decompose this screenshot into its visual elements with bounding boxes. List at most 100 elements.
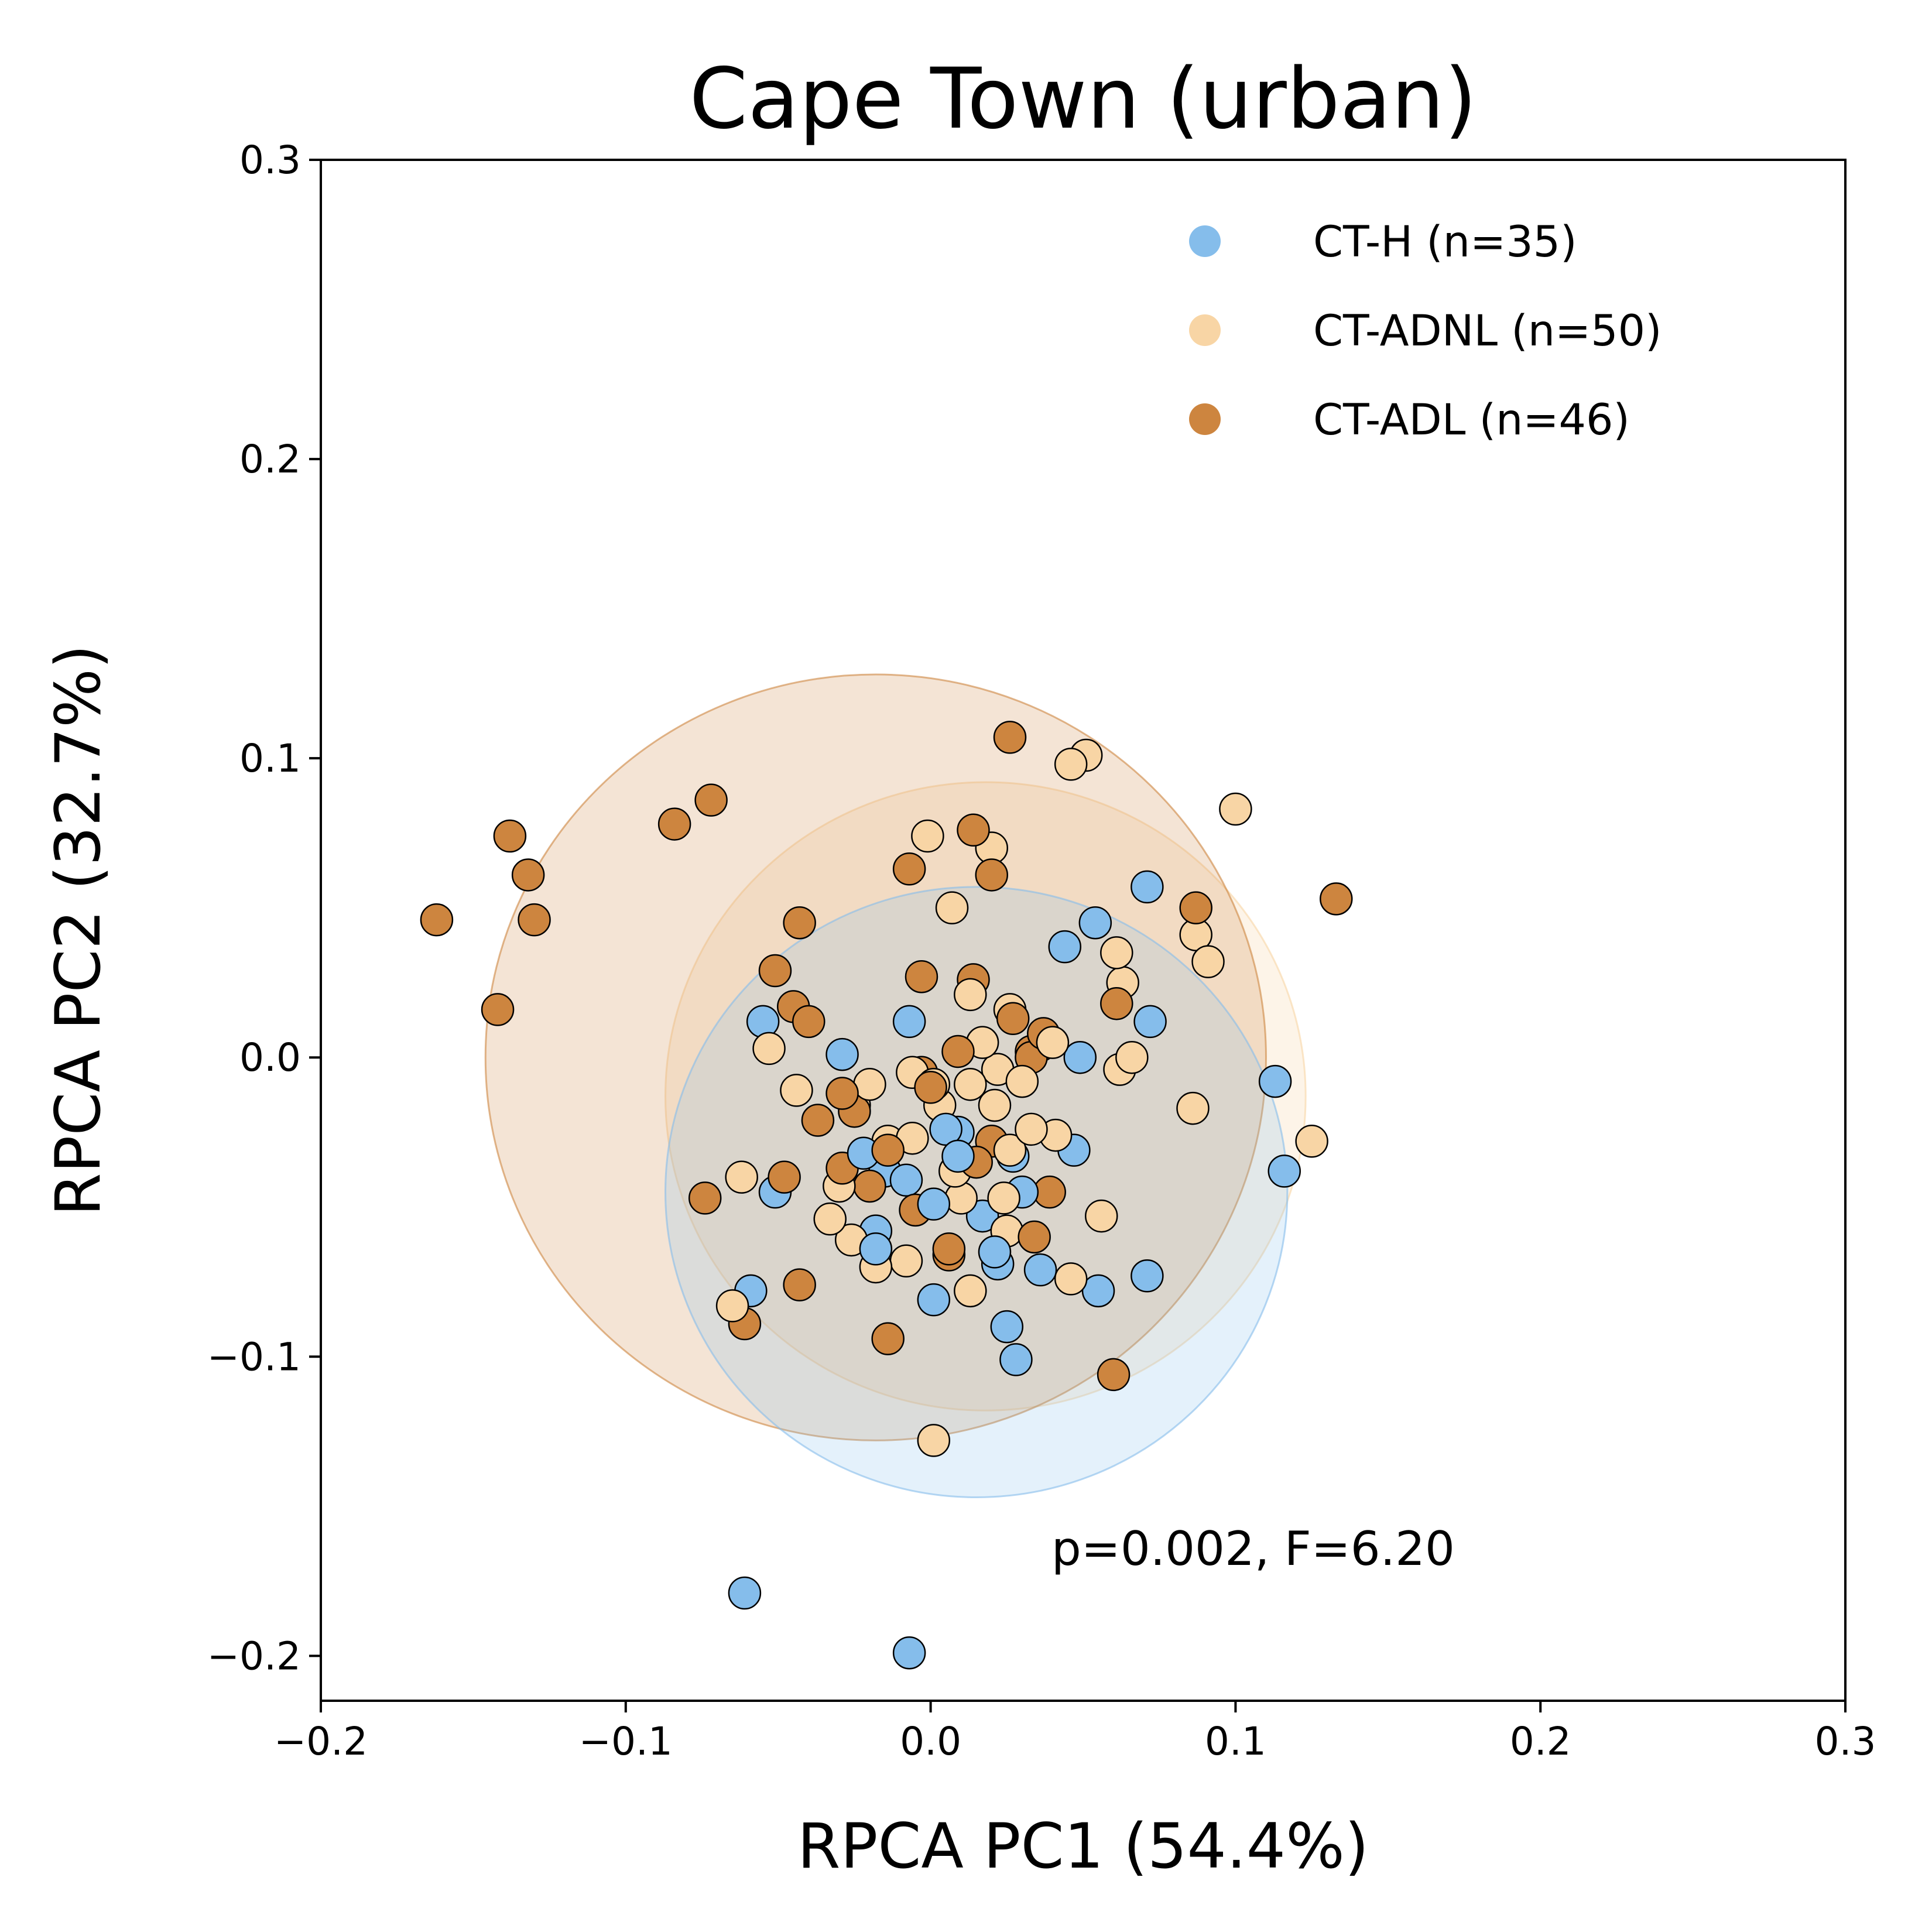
data-point: [975, 858, 1009, 892]
data-point: [1023, 1253, 1057, 1287]
data-point: [993, 1133, 1027, 1167]
data-point: [859, 1232, 893, 1266]
data-point: [954, 1067, 987, 1101]
data-point: [752, 1032, 786, 1066]
legend-marker: [1189, 403, 1221, 435]
data-point: [1131, 1259, 1164, 1293]
data-point: [768, 1160, 801, 1194]
data-point: [1219, 792, 1252, 826]
confidence-ellipse: [484, 673, 1267, 1441]
data-point: [892, 1005, 926, 1039]
data-point: [1054, 1262, 1088, 1296]
data-point: [911, 819, 944, 853]
data-point: [932, 1232, 966, 1266]
data-point: [871, 1133, 905, 1167]
data-point: [694, 783, 728, 817]
chart-title: Cape Town (urban): [689, 50, 1477, 148]
data-point: [1320, 882, 1353, 916]
data-point: [518, 903, 551, 937]
y-axis-label: RPCA PC2 (32.7%): [42, 645, 114, 1216]
data-point: [1131, 870, 1164, 904]
data-point: [892, 1636, 926, 1670]
data-point: [1081, 1274, 1115, 1308]
y-tick-label: −0.2: [207, 1633, 301, 1678]
data-point: [996, 1002, 1030, 1036]
data-point: [813, 1202, 847, 1236]
data-point: [944, 1181, 978, 1215]
data-point: [935, 891, 969, 924]
plot-area: [320, 159, 1847, 1702]
data-point: [825, 1077, 859, 1110]
x-axis: −0.2 −0.1 0.0 0.1 0.2 0.3: [274, 1701, 1876, 1764]
data-point: [481, 993, 515, 1026]
legend-label: CT-ADL (n=46): [1313, 395, 1630, 445]
data-point: [1115, 1040, 1149, 1074]
data-point: [420, 903, 454, 937]
data-point: [1295, 1125, 1328, 1158]
data-point: [1015, 1112, 1048, 1146]
x-axis-label: RPCA PC1 (54.4%): [797, 1810, 1369, 1882]
data-point: [1084, 1199, 1118, 1233]
data-point: [941, 1034, 975, 1068]
data-point: [715, 1289, 749, 1323]
data-point: [1063, 1040, 1097, 1074]
y-tick-label: −0.1: [207, 1334, 301, 1379]
data-point: [688, 1181, 722, 1215]
data-point: [917, 1424, 951, 1457]
y-tick-label: 0.1: [239, 736, 301, 781]
data-point: [493, 819, 527, 853]
data-point: [725, 1160, 758, 1194]
data-point: [1078, 906, 1112, 940]
data-point: [1005, 1064, 1039, 1098]
data-point: [905, 960, 938, 994]
data-point: [889, 1244, 923, 1277]
data-point: [917, 1283, 951, 1317]
data-point: [758, 954, 792, 988]
data-point: [1179, 891, 1212, 924]
data-point: [728, 1576, 762, 1610]
data-point: [1258, 1064, 1292, 1098]
x-tick-label: −0.2: [274, 1719, 368, 1764]
data-point: [853, 1169, 886, 1203]
data-point: [990, 1310, 1024, 1344]
data-point: [511, 858, 545, 892]
data-point: [871, 1322, 905, 1355]
data-point: [987, 1181, 1020, 1215]
data-point: [892, 852, 926, 886]
data-point: [1133, 1005, 1167, 1039]
data-point: [954, 1274, 987, 1308]
legend-marker: [1189, 314, 1221, 346]
data-point: [746, 1005, 780, 1039]
data-point: [954, 978, 987, 1012]
data-point: [1100, 986, 1133, 1020]
data-point: [914, 1071, 947, 1104]
stats-annotation: p=0.002, F=6.20: [1051, 1522, 1455, 1576]
data-point: [783, 906, 816, 940]
data-point: [801, 1104, 835, 1137]
data-point: [792, 1005, 825, 1039]
data-point: [1018, 1220, 1051, 1254]
data-point: [999, 1343, 1033, 1376]
data-point: [1036, 1026, 1070, 1059]
legend-label: CT-ADNL (n=50): [1313, 306, 1662, 356]
data-point: [889, 1163, 923, 1197]
data-point: [1048, 930, 1082, 964]
data-point: [657, 807, 691, 841]
y-tick-label: 0.3: [239, 138, 301, 183]
data-points: [420, 721, 1353, 1670]
legend: CT-H (n=35) CT-ADNL (n=50) CT-ADL (n=46): [1189, 217, 1662, 445]
data-point: [978, 1235, 1012, 1269]
data-point: [957, 813, 990, 847]
x-tick-label: 0.2: [1510, 1719, 1571, 1764]
legend-label: CT-H (n=35): [1313, 217, 1577, 267]
data-point: [993, 721, 1027, 754]
data-point: [1191, 945, 1225, 978]
y-tick-label: 0.2: [239, 437, 301, 482]
data-point: [783, 1268, 816, 1301]
data-point: [1054, 748, 1088, 781]
x-tick-label: 0.3: [1815, 1719, 1876, 1764]
data-point: [1268, 1155, 1301, 1188]
x-tick-label: −0.1: [579, 1719, 673, 1764]
y-axis: −0.2 −0.1 0.0 0.1 0.2 0.3: [207, 138, 321, 1678]
